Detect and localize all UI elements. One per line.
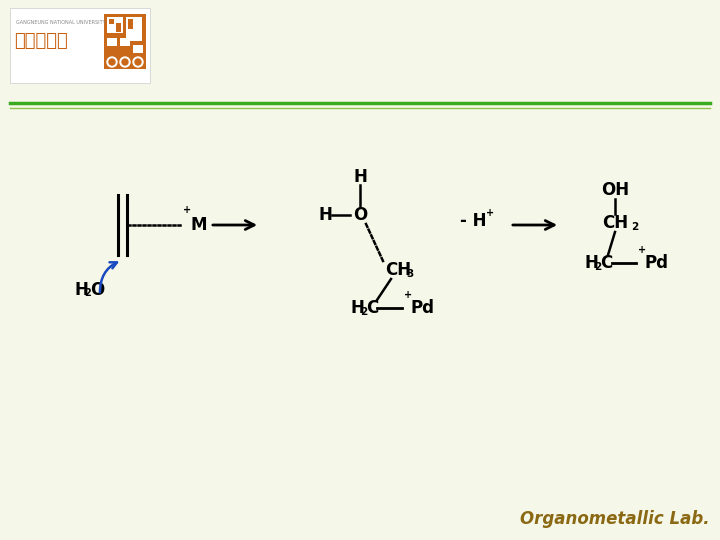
Text: 2: 2 xyxy=(594,262,601,272)
Circle shape xyxy=(120,57,130,67)
Text: 3: 3 xyxy=(406,269,413,279)
Text: - H: - H xyxy=(460,212,487,230)
Bar xyxy=(109,19,114,24)
Bar xyxy=(107,38,117,46)
Text: 2: 2 xyxy=(84,288,91,298)
Text: OH: OH xyxy=(601,181,629,199)
Text: +: + xyxy=(486,208,494,218)
Bar xyxy=(107,17,123,33)
FancyBboxPatch shape xyxy=(104,14,146,69)
Text: 강릉대학교: 강릉대학교 xyxy=(14,32,68,50)
Text: Organometallic Lab.: Organometallic Lab. xyxy=(521,510,710,528)
Text: H: H xyxy=(353,168,367,186)
Text: CH: CH xyxy=(602,214,628,232)
Circle shape xyxy=(109,59,115,65)
Text: 2: 2 xyxy=(631,222,638,232)
Bar xyxy=(128,19,133,29)
Circle shape xyxy=(107,57,117,67)
FancyBboxPatch shape xyxy=(10,8,150,83)
Circle shape xyxy=(122,59,128,65)
Text: M: M xyxy=(190,216,207,234)
Bar xyxy=(120,38,130,46)
Text: +: + xyxy=(638,245,646,255)
Bar xyxy=(126,17,142,41)
Circle shape xyxy=(135,59,141,65)
Text: H: H xyxy=(350,299,364,317)
Text: Pd: Pd xyxy=(410,299,434,317)
Text: O: O xyxy=(353,206,367,224)
Text: H: H xyxy=(584,254,598,272)
Text: 2: 2 xyxy=(360,307,367,317)
Bar xyxy=(133,45,143,53)
Text: C: C xyxy=(366,299,378,317)
Text: GANGNEUNG NATIONAL UNIVERSITY: GANGNEUNG NATIONAL UNIVERSITY xyxy=(16,20,106,25)
Bar xyxy=(116,23,121,32)
Text: Pd: Pd xyxy=(644,254,668,272)
Text: CH: CH xyxy=(385,261,411,279)
Text: +: + xyxy=(404,290,412,300)
Text: C: C xyxy=(600,254,612,272)
Text: +: + xyxy=(183,205,191,215)
Text: H: H xyxy=(318,206,332,224)
Text: O: O xyxy=(90,281,104,299)
Text: H: H xyxy=(75,281,89,299)
Circle shape xyxy=(133,57,143,67)
